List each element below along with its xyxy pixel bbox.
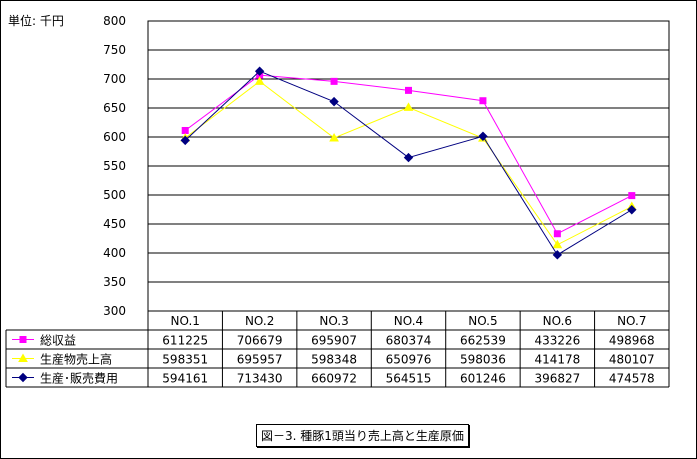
x-category-label: NO.5	[468, 314, 497, 328]
legend-series-name: 総収益	[40, 334, 76, 348]
data-point	[330, 77, 338, 85]
table-cell-value: 706679	[237, 334, 283, 348]
data-point	[403, 152, 414, 163]
data-point	[254, 66, 265, 76]
data-point	[479, 97, 487, 105]
legend-series-name: 生産物売上高	[40, 352, 112, 367]
x-category-label: NO.4	[394, 314, 423, 328]
legend-key-marker	[18, 353, 28, 362]
table-cell-value: 713430	[237, 372, 283, 386]
data-point	[478, 131, 488, 141]
table-cell-value: 650976	[386, 353, 432, 367]
y-tick-label: 400	[103, 246, 126, 260]
table-cell-value: 680374	[386, 334, 432, 348]
y-tick-label: 450	[103, 217, 126, 231]
data-point	[552, 250, 563, 260]
data-point	[403, 102, 414, 111]
table-cell-value: 598351	[162, 353, 208, 367]
y-tick-label: 800	[103, 14, 126, 28]
data-point	[181, 126, 189, 134]
data-point	[553, 230, 561, 238]
x-category-label: NO.7	[617, 314, 646, 328]
data-point	[329, 132, 339, 142]
chart-caption: 図－3. 種豚1頭当り売上高と生産原価	[256, 424, 469, 447]
table-cell-value: 564515	[386, 372, 432, 386]
data-point	[405, 86, 412, 94]
y-tick-label: 700	[103, 72, 126, 86]
table-cell-value: 695907	[311, 334, 357, 348]
table-cell-value: 433226	[534, 334, 580, 348]
data-point	[180, 135, 190, 146]
y-tick-label: 650	[103, 101, 126, 115]
y-tick-label: 750	[103, 43, 126, 57]
table-cell-value: 601246	[460, 372, 506, 386]
unit-label: 単位: 千円	[8, 14, 64, 28]
y-tick-label: 600	[103, 130, 126, 144]
x-category-label: NO.6	[543, 314, 572, 328]
data-point	[329, 96, 339, 107]
table-cell-value: 598036	[460, 353, 506, 367]
table-cell-value: 474578	[609, 372, 655, 386]
table-cell-value: 660972	[311, 372, 357, 386]
data-point	[628, 192, 636, 200]
table-cell-value: 498968	[609, 334, 655, 348]
x-category-label: NO.2	[245, 314, 274, 328]
x-category-label: NO.1	[171, 314, 200, 328]
y-tick-label: 550	[103, 159, 126, 173]
table-cell-value: 598348	[311, 353, 357, 367]
table-cell-value: 396827	[534, 372, 580, 386]
legend-series-name: 生産･販売費用	[40, 371, 118, 386]
table-cell-value: 611225	[162, 334, 208, 348]
data-point	[552, 239, 563, 249]
legend-key-marker	[19, 336, 27, 343]
y-tick-label: 350	[103, 275, 126, 289]
data-point	[627, 205, 637, 215]
x-category-label: NO.3	[319, 314, 348, 328]
data-point	[254, 76, 265, 85]
table-cell-value: 414178	[534, 353, 580, 367]
table-cell-value: 480107	[609, 353, 655, 367]
y-tick-label: 300	[103, 304, 126, 318]
table-cell-value: 662539	[460, 334, 506, 348]
y-tick-label: 500	[103, 188, 126, 202]
legend-key-marker	[18, 372, 28, 383]
table-cell-value: 594161	[162, 372, 208, 386]
table-cell-value: 695957	[237, 353, 283, 367]
